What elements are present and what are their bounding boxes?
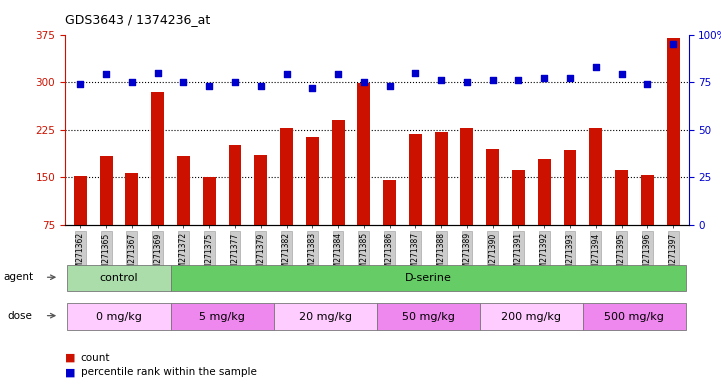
Bar [332, 120, 345, 272]
Bar [177, 156, 190, 272]
Bar [583, 303, 686, 330]
Bar [171, 265, 686, 291]
Bar [486, 149, 499, 272]
Text: 200 mg/kg: 200 mg/kg [501, 311, 562, 322]
Point [152, 70, 164, 76]
Bar [512, 169, 525, 272]
Point [74, 81, 86, 87]
Text: 5 mg/kg: 5 mg/kg [199, 311, 245, 322]
Point [410, 70, 421, 76]
Bar [461, 128, 474, 272]
Bar [68, 303, 171, 330]
Text: 50 mg/kg: 50 mg/kg [402, 311, 455, 322]
Bar [151, 92, 164, 272]
Point [461, 79, 473, 85]
Bar [99, 156, 112, 272]
Bar [255, 155, 267, 272]
Bar [538, 159, 551, 272]
Bar [171, 303, 274, 330]
Text: dose: dose [7, 311, 32, 321]
Point [668, 41, 679, 47]
Bar [409, 134, 422, 272]
Point [332, 71, 344, 78]
Bar [74, 176, 87, 272]
Point [100, 71, 112, 78]
Point [229, 79, 241, 85]
Bar [274, 303, 376, 330]
Text: control: control [99, 273, 138, 283]
Text: percentile rank within the sample: percentile rank within the sample [81, 367, 257, 377]
Point [513, 77, 524, 83]
Text: count: count [81, 353, 110, 363]
Point [255, 83, 267, 89]
Point [358, 79, 370, 85]
Bar [306, 137, 319, 272]
Point [590, 64, 601, 70]
Text: ■: ■ [65, 367, 76, 377]
Point [435, 77, 447, 83]
Bar [615, 169, 628, 272]
Bar [280, 128, 293, 272]
Bar [229, 146, 242, 272]
Point [203, 83, 215, 89]
Text: 20 mg/kg: 20 mg/kg [298, 311, 352, 322]
Point [616, 71, 627, 78]
Point [177, 79, 189, 85]
Point [539, 75, 550, 81]
Text: agent: agent [4, 272, 34, 282]
Point [306, 85, 318, 91]
Text: GDS3643 / 1374236_at: GDS3643 / 1374236_at [65, 13, 210, 26]
Bar [68, 265, 171, 291]
Point [384, 83, 395, 89]
Bar [376, 303, 479, 330]
Bar [479, 303, 583, 330]
Bar [589, 128, 602, 272]
Bar [203, 177, 216, 272]
Bar [435, 131, 448, 272]
Text: 500 mg/kg: 500 mg/kg [604, 311, 664, 322]
Bar [358, 83, 371, 272]
Text: ■: ■ [65, 353, 76, 363]
Point [487, 77, 498, 83]
Bar [125, 173, 138, 272]
Text: 0 mg/kg: 0 mg/kg [96, 311, 142, 322]
Bar [667, 38, 679, 272]
Bar [564, 150, 577, 272]
Text: D-serine: D-serine [404, 273, 451, 283]
Point [280, 71, 292, 78]
Point [126, 79, 138, 85]
Point [642, 81, 653, 87]
Bar [383, 180, 396, 272]
Point [565, 75, 576, 81]
Bar [641, 175, 654, 272]
